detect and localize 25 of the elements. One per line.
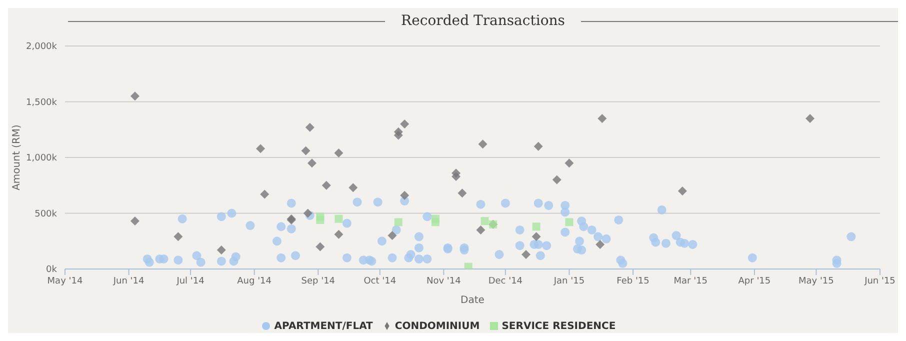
x-tick-label: Dec '14	[488, 276, 523, 286]
legend-label: APARTMENT/FLAT	[274, 321, 373, 332]
x-axis-title: Date	[460, 295, 484, 306]
legend-label: CONDOMINIUM	[394, 321, 480, 332]
x-tick-label: Mar '15	[674, 276, 708, 286]
x-tick-label: Jul '14	[176, 276, 205, 286]
x-tick-label: Apr '15	[738, 276, 771, 286]
x-tick-label: Oct '14	[364, 276, 396, 286]
y-tick-label: 1,500k	[26, 98, 58, 108]
x-tick-label: Jan '15	[552, 276, 585, 286]
chart-title: Recorded Transactions	[401, 13, 565, 29]
x-tick-label: Feb '15	[616, 276, 650, 286]
x-tick-label: Aug '14	[237, 276, 272, 286]
x-tick-label: May '15	[798, 276, 834, 286]
x-tick-label: Sep '14	[301, 276, 336, 286]
x-tick-label: Jun '14	[112, 276, 144, 286]
x-tick-label: Jun '15	[864, 276, 896, 286]
y-tick-label: 1,000k	[26, 154, 58, 164]
y-tick-label: 2,000k	[26, 42, 58, 52]
x-tick-label: May '14	[47, 276, 83, 286]
y-axis-title: Amount (RM)	[12, 124, 23, 190]
y-tick-label: 0k	[46, 265, 58, 276]
legend-label: SERVICE RESIDENCE	[502, 321, 616, 332]
x-tick-label: Nov '14	[426, 276, 462, 286]
y-tick-label: 500k	[34, 209, 58, 220]
